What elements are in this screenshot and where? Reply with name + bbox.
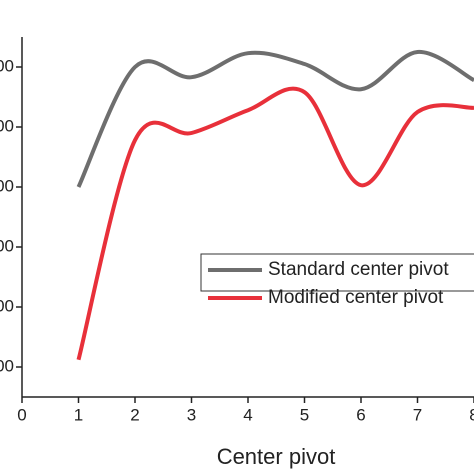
x-tick-label: 1 [74,405,83,424]
legend-label: Standard center pivot [268,259,449,280]
y-tick-label: 300 [0,236,14,255]
y-tick-label: 200 [0,296,14,315]
x-tick-label: 0 [17,405,26,424]
y-tick-label: 400 [0,176,14,195]
x-axis-label: Center pivot [217,444,336,469]
line [76,86,474,361]
x-tick-label: 3 [187,405,196,424]
x-tick-label: 5 [300,405,309,424]
y-tick-label: 100 [0,356,14,375]
x-tick-label: 2 [130,405,139,424]
line [76,49,474,188]
y-tick-label: 500 [0,116,14,135]
legend-label: Modified center pivot [268,287,444,308]
x-tick-label: 6 [356,405,365,424]
y-tick-label: 600 [0,56,14,75]
legend-box [200,253,474,292]
x-tick-label: 4 [243,405,252,424]
x-tick-label: 7 [413,405,422,424]
x-tick-label: 8 [469,405,474,424]
